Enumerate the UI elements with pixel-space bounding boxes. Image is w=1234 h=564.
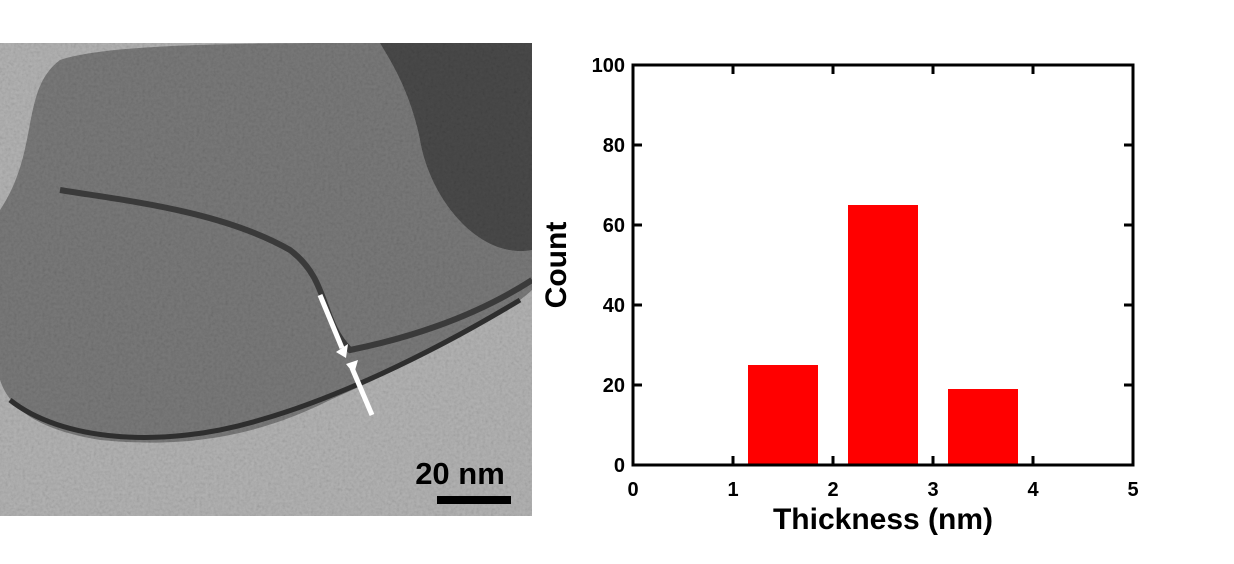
x-tick-label: 3 (927, 479, 938, 501)
y-axis-label: Count (540, 222, 573, 309)
x-axis-label: Thickness (nm) (773, 503, 993, 536)
arrow-head (346, 360, 358, 374)
x-tick-label: 1 (727, 479, 738, 501)
tem-image: 20 nm (0, 43, 532, 516)
bar (748, 365, 818, 465)
scale-bar (437, 496, 511, 504)
plot-frame (631, 63, 1135, 467)
layer-edge (8, 297, 522, 440)
bar (948, 389, 1018, 465)
arrow (317, 294, 345, 349)
y-tick-label: 80 (603, 135, 625, 157)
x-tick-label: 4 (1027, 479, 1039, 501)
arrow-head (336, 344, 348, 358)
y-tick-label: 20 (603, 375, 625, 397)
y-tick-label: 60 (603, 215, 625, 237)
y-tick-label: 40 (603, 295, 625, 317)
y-tick-label: 0 (614, 455, 625, 477)
scale-bar-label: 20 nm (415, 456, 505, 491)
y-tick-label: 100 (592, 55, 625, 77)
dark-region (380, 43, 532, 252)
x-tick-label: 2 (827, 479, 838, 501)
x-tick-label: 0 (627, 479, 638, 501)
arrow (349, 367, 375, 416)
bar (848, 205, 918, 465)
flake (0, 43, 532, 443)
x-tick-label: 5 (1127, 479, 1138, 501)
